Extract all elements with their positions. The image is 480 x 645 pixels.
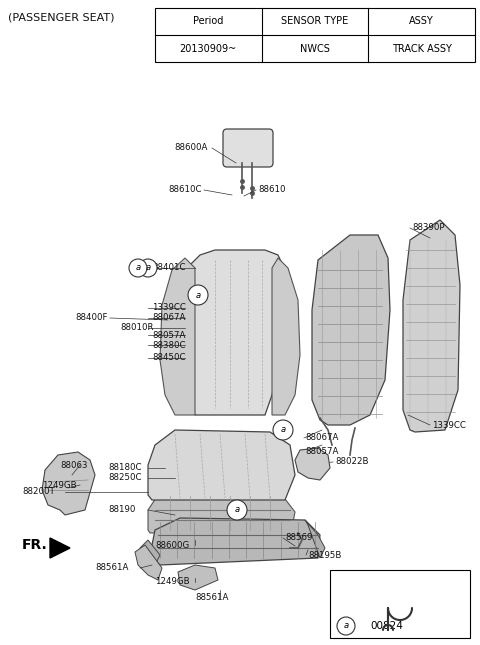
Text: 88057A: 88057A [305,448,338,457]
Polygon shape [178,565,218,590]
Text: 20130909~: 20130909~ [180,43,237,54]
Text: 88067A: 88067A [305,433,338,442]
Polygon shape [152,518,320,565]
Text: 1249GB: 1249GB [42,481,77,490]
Text: 88057A: 88057A [152,330,185,339]
Text: TRACK ASSY: TRACK ASSY [392,43,452,54]
Text: a: a [135,264,141,272]
Text: 88401C: 88401C [152,264,185,272]
Circle shape [227,500,247,520]
Text: (PASSENGER SEAT): (PASSENGER SEAT) [8,13,115,23]
Circle shape [129,259,147,277]
Polygon shape [272,258,300,415]
Polygon shape [140,540,160,565]
Text: NWCS: NWCS [300,43,330,54]
Text: 88180C: 88180C [108,464,142,473]
Text: 88610: 88610 [258,186,286,195]
Text: a: a [145,264,151,272]
Circle shape [188,285,208,305]
Text: 88063: 88063 [60,461,87,470]
Bar [330,570,470,638]
Text: 88250C: 88250C [108,473,142,482]
Polygon shape [183,250,285,415]
Text: 88200T: 88200T [22,488,55,497]
Text: a: a [280,426,286,435]
Polygon shape [42,452,95,515]
Text: 1249GB: 1249GB [155,577,190,586]
Text: 88569: 88569 [285,533,312,542]
Polygon shape [160,258,195,415]
Text: 88010R: 88010R [120,324,154,333]
Text: 88561A: 88561A [95,564,128,573]
Text: SENSOR TYPE: SENSOR TYPE [281,17,348,26]
Text: Period: Period [193,17,224,26]
Text: 88600G: 88600G [155,541,189,550]
Text: 88610C: 88610C [168,186,202,195]
Text: 88067A: 88067A [152,313,185,322]
Circle shape [139,259,157,277]
Polygon shape [305,520,325,558]
Text: ASSY: ASSY [409,17,434,26]
Polygon shape [50,538,70,558]
Polygon shape [135,545,162,580]
Text: 88561A: 88561A [195,593,228,602]
Polygon shape [403,220,460,432]
Polygon shape [312,235,390,425]
Circle shape [337,617,355,635]
Text: 88195B: 88195B [308,550,341,559]
Text: 88600A: 88600A [175,143,208,152]
FancyBboxPatch shape [223,129,273,167]
Polygon shape [148,430,295,500]
Text: a: a [343,622,348,631]
Text: 1339CC: 1339CC [152,304,186,312]
Text: a: a [234,506,240,515]
Bar [155,8,475,62]
Text: 88190: 88190 [108,506,135,515]
Polygon shape [295,448,330,480]
Text: a: a [195,290,201,299]
Circle shape [273,420,293,440]
Text: 00824: 00824 [370,621,403,631]
Text: 88400F: 88400F [75,313,108,322]
Text: 88450C: 88450C [152,353,185,362]
Text: 88380C: 88380C [152,341,185,350]
Text: 88022B: 88022B [335,457,369,466]
Text: 88390P: 88390P [412,224,444,232]
Text: 1339CC: 1339CC [432,421,466,430]
Text: FR.: FR. [22,538,48,552]
Polygon shape [148,495,295,533]
